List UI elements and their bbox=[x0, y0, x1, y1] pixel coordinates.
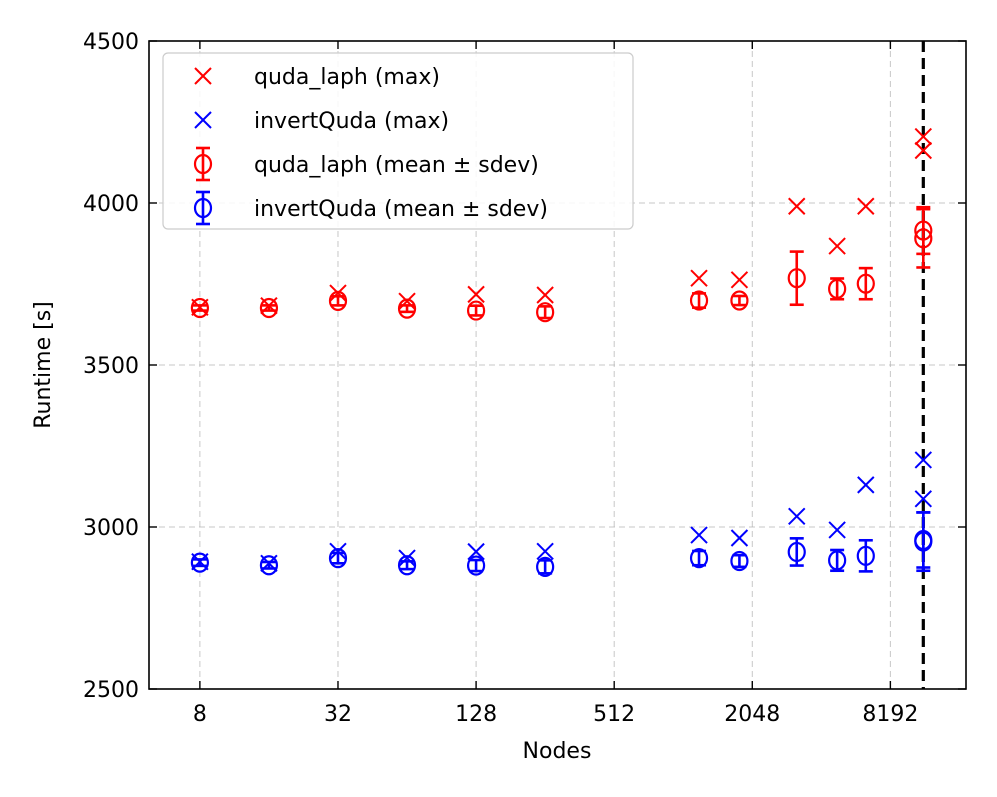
x-tick-label: 128 bbox=[455, 702, 497, 727]
legend-label: invertQuda (mean ± sdev) bbox=[254, 197, 548, 222]
data-point-circle bbox=[397, 298, 417, 319]
data-point-circle bbox=[259, 555, 279, 576]
x-tick-label: 32 bbox=[324, 702, 352, 727]
data-marks bbox=[190, 127, 933, 577]
data-point-x bbox=[857, 476, 875, 494]
data-point-x bbox=[467, 285, 485, 304]
y-tick-label: 3000 bbox=[83, 516, 139, 541]
data-point-circle bbox=[914, 531, 933, 552]
data-point-circle bbox=[856, 273, 875, 294]
data-point-circle bbox=[730, 550, 749, 572]
data-point-x bbox=[536, 286, 554, 304]
data-point-x bbox=[690, 269, 708, 287]
series-1 bbox=[191, 451, 933, 572]
data-point-circle bbox=[536, 556, 555, 577]
legend-marker-x bbox=[194, 67, 212, 85]
y-tick-label: 2500 bbox=[83, 678, 139, 703]
data-point-circle bbox=[397, 555, 417, 576]
data-point-circle bbox=[259, 297, 279, 319]
data-point-x bbox=[914, 141, 933, 160]
data-point-x bbox=[788, 507, 806, 526]
data-point-circle bbox=[787, 268, 806, 289]
data-point-x bbox=[914, 451, 933, 469]
legend-marker-x bbox=[194, 111, 212, 129]
x-tick-label: 8 bbox=[193, 702, 207, 727]
data-point-x bbox=[730, 529, 749, 547]
data-point-circle bbox=[536, 302, 555, 323]
series-2 bbox=[190, 205, 933, 323]
data-point-x bbox=[914, 490, 933, 508]
data-point-circle bbox=[689, 290, 709, 311]
data-point-x bbox=[828, 521, 846, 539]
data-point-circle bbox=[328, 548, 348, 569]
data-point-x bbox=[828, 237, 846, 255]
y-axis-title: Runtime [s] bbox=[31, 301, 56, 429]
y-tick-label: 4000 bbox=[83, 192, 139, 217]
data-point-circle bbox=[914, 228, 933, 249]
x-tick-label: 8192 bbox=[862, 702, 918, 727]
legend-marker-circle bbox=[193, 197, 213, 219]
x-tick-label: 2048 bbox=[724, 702, 780, 727]
legend: quda_laph (max) invertQuda (max) quda_laph… bbox=[162, 52, 634, 230]
data-point-circle bbox=[730, 290, 749, 311]
data-point-circle bbox=[828, 278, 847, 299]
data-point-x bbox=[398, 549, 416, 567]
data-point-x bbox=[857, 197, 875, 215]
data-point-circle bbox=[466, 300, 486, 321]
data-point-x bbox=[914, 127, 933, 146]
data-point-circle bbox=[328, 290, 348, 311]
data-point-x bbox=[536, 542, 554, 561]
data-point-circle bbox=[689, 548, 709, 569]
axis-ticks: 8 32 128 512 2048 8192 2500 3000 3500 4000 4500 bbox=[83, 30, 966, 727]
data-point-x bbox=[690, 526, 708, 544]
data-point-x bbox=[329, 284, 347, 302]
legend-label: invertQuda (max) bbox=[254, 109, 449, 134]
legend-label: quda_laph (mean ± sdev) bbox=[254, 153, 539, 178]
grid-lines bbox=[149, 41, 966, 689]
data-point-x bbox=[467, 542, 485, 561]
data-point-circle bbox=[466, 555, 486, 576]
x-tick-label: 512 bbox=[593, 702, 635, 727]
data-point-x bbox=[329, 542, 347, 561]
data-point-circle bbox=[856, 545, 875, 566]
legend-box bbox=[162, 52, 634, 230]
data-point-x bbox=[788, 197, 806, 215]
x-axis-title: Nodes bbox=[523, 739, 592, 764]
legend-label: quda_laph (max) bbox=[254, 65, 440, 90]
series-3 bbox=[190, 511, 933, 577]
data-point-x bbox=[730, 271, 749, 289]
y-tick-label: 3500 bbox=[83, 354, 139, 379]
legend-marker-circle bbox=[193, 153, 213, 175]
data-point-circle bbox=[828, 550, 847, 571]
data-point-circle bbox=[190, 552, 209, 573]
y-tick-label: 4500 bbox=[83, 30, 139, 55]
data-point-circle bbox=[787, 541, 806, 563]
data-point-circle bbox=[190, 297, 209, 319]
